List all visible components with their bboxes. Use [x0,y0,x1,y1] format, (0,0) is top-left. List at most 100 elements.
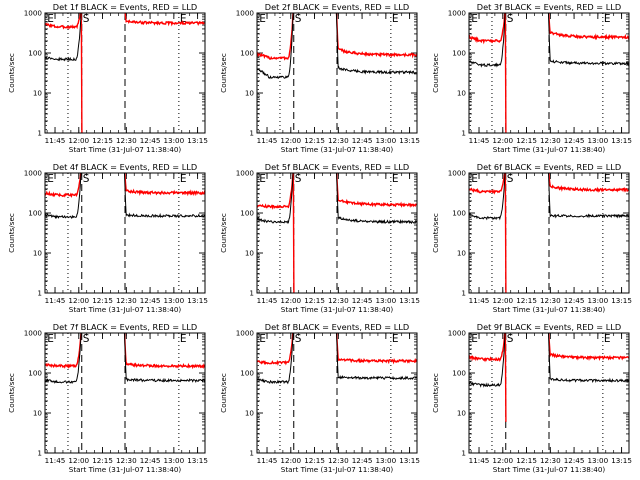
x-axis-label: Start Time (31-Jul-07 11:38:40) [493,305,606,314]
marker-label: E [259,173,266,185]
x-tick-label: 13:15 [611,296,632,305]
x-tick-label: 12:00 [68,456,89,465]
x-tick-label: 11:45 [257,136,278,145]
marker-label: E [471,13,478,25]
events-series-line [257,173,417,225]
marker-label: E [604,13,611,25]
x-axis-label: Start Time (31-Jul-07 11:38:40) [493,465,606,474]
x-tick-label: 12:45 [352,136,373,145]
x-tick-label: 12:30 [116,456,137,465]
panel-title: Det 1f BLACK = Events, RED = LLD [53,2,197,12]
lld-series-line [45,333,205,370]
x-tick-label: 13:15 [611,136,632,145]
y-tick-label: 1000 [236,169,255,178]
x-tick-label: 12:45 [564,296,585,305]
detector-panel: Det 5f BLACK = Events, RED = LLD Counts/s… [219,162,420,314]
marker-label: E [47,333,54,345]
y-axis-label: Counts/sec [219,213,228,253]
plot-frame [468,12,630,134]
lld-series-line [469,333,629,422]
x-tick-label: 12:00 [68,136,89,145]
x-tick-label: 11:45 [45,296,66,305]
x-tick-label: 13:15 [399,136,420,145]
x-tick-label: 12:00 [280,456,301,465]
detector-panel: Det 8f BLACK = Events, RED = LLD Counts/s… [219,322,420,474]
events-series-line [469,173,629,221]
marker-label: E [47,13,54,25]
y-tick-label: 10 [33,89,43,98]
marker-label: E [471,333,478,345]
y-tick-label: 1000 [448,329,467,338]
x-tick-label: 12:30 [116,296,137,305]
x-tick-label: 12:30 [328,136,349,145]
y-tick-label: 100 [452,209,466,218]
y-tick-label: 1000 [24,169,43,178]
plot-frame [256,332,418,454]
lld-series-line [257,173,417,293]
y-tick-label: 100 [28,49,42,58]
y-tick-label: 100 [452,369,466,378]
x-tick-label: 12:30 [540,456,561,465]
events-series-line [45,13,82,62]
lld-series-line [45,173,205,199]
y-tick-label: 10 [457,409,467,418]
x-tick-label: 12:30 [116,136,137,145]
marker-label: E [392,13,399,25]
detector-panel: Det 1f BLACK = Events, RED = LLD Counts/s… [7,2,208,154]
events-series-line [45,333,205,385]
y-tick-label: 1000 [24,9,43,18]
events-series-line [469,333,629,388]
y-axis-label: Counts/sec [431,373,440,413]
marker-label: S [507,13,514,25]
y-tick-label: 1 [37,449,42,458]
y-tick-label: 1 [249,449,254,458]
panel-title: Det 6f BLACK = Events, RED = LLD [477,162,621,172]
x-tick-label: 12:45 [352,296,373,305]
x-tick-label: 13:15 [611,456,632,465]
marker-label: S [83,333,90,345]
plot-frame [44,12,206,134]
detector-panel: Det 7f BLACK = Events, RED = LLD Counts/s… [7,322,208,474]
x-tick-label: 11:45 [257,456,278,465]
x-tick-label: 12:00 [492,296,513,305]
marker-label: E [47,173,54,185]
plot-frame [44,332,206,454]
x-axis-label: Start Time (31-Jul-07 11:38:40) [281,145,394,154]
x-tick-label: 12:15 [516,296,537,305]
y-axis-label: Counts/sec [219,373,228,413]
events-series-line [257,13,417,80]
y-tick-label: 100 [28,369,42,378]
lld-series-line [257,13,417,61]
y-tick-label: 1000 [236,329,255,338]
detector-panel: Det 3f BLACK = Events, RED = LLD Counts/s… [431,2,632,154]
events-series-line [45,173,205,220]
lld-series-line [257,333,417,366]
x-tick-label: 12:45 [140,136,161,145]
x-tick-label: 12:15 [516,136,537,145]
x-tick-label: 12:00 [280,296,301,305]
events-series-line [257,333,417,385]
x-tick-label: 11:45 [469,136,490,145]
x-tick-label: 13:00 [587,136,608,145]
x-tick-label: 11:45 [45,136,66,145]
marker-label: S [295,13,302,25]
y-tick-label: 1 [249,289,254,298]
y-axis-label: Counts/sec [7,373,16,413]
x-tick-label: 12:00 [492,456,513,465]
y-tick-label: 1 [461,449,466,458]
y-tick-label: 10 [457,249,467,258]
panel-title: Det 2f BLACK = Events, RED = LLD [265,2,409,12]
y-tick-label: 1 [37,289,42,298]
y-tick-label: 1 [37,129,42,138]
y-tick-label: 10 [33,249,43,258]
y-axis-label: Counts/sec [7,53,16,93]
panel-title: Det 7f BLACK = Events, RED = LLD [53,322,197,332]
detector-panel: Det 2f BLACK = Events, RED = LLD Counts/s… [219,2,420,154]
y-tick-label: 100 [240,209,254,218]
x-tick-label: 12:30 [540,136,561,145]
y-tick-label: 10 [33,409,43,418]
x-tick-label: 12:45 [140,296,161,305]
x-tick-label: 12:15 [304,296,325,305]
plot-frame [44,172,206,294]
panel-title: Det 5f BLACK = Events, RED = LLD [265,162,409,172]
